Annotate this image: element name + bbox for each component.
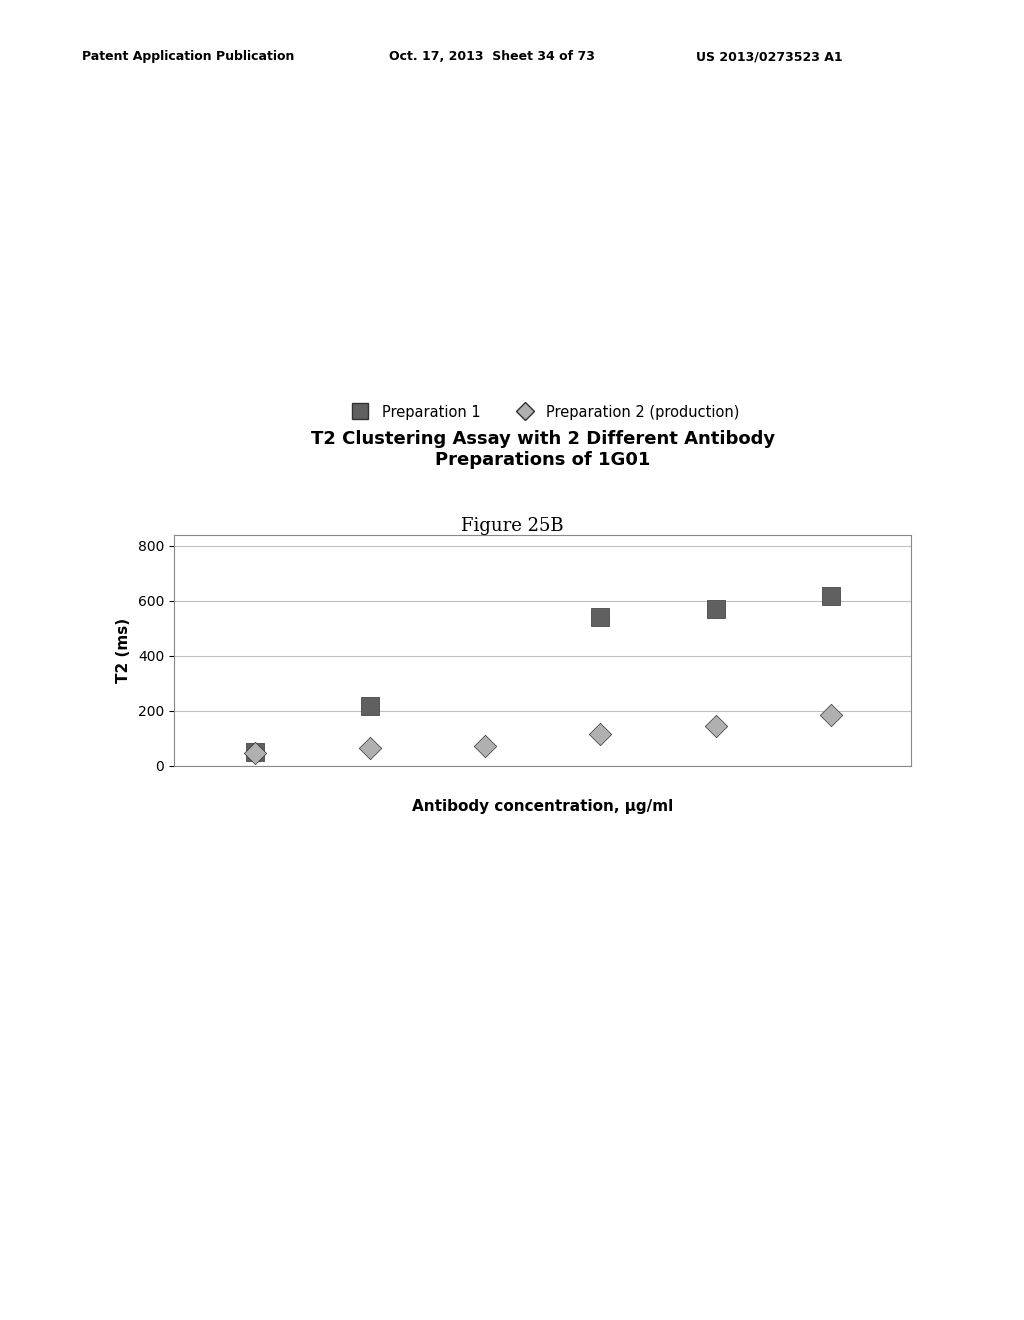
Point: [592, 607, 608, 628]
Text: Figure 25B: Figure 25B: [461, 516, 563, 535]
Text: T2 Clustering Assay with 2 Different Antibody
Preparations of 1G01: T2 Clustering Assay with 2 Different Ant…: [310, 430, 775, 469]
Point: [708, 715, 724, 737]
Y-axis label: T2 (ms): T2 (ms): [116, 618, 131, 682]
Point: [592, 723, 608, 744]
Point: [247, 742, 263, 763]
Point: [477, 735, 494, 756]
Text: Antibody concentration, μg/ml: Antibody concentration, μg/ml: [412, 799, 674, 813]
Point: [361, 737, 378, 758]
Point: [822, 704, 839, 725]
Point: [822, 586, 839, 607]
Point: [708, 598, 724, 619]
Point: [247, 743, 263, 764]
Text: Patent Application Publication: Patent Application Publication: [82, 50, 294, 63]
Point: [361, 696, 378, 717]
Legend: Preparation 1, Preparation 2 (production): Preparation 1, Preparation 2 (production…: [340, 399, 745, 425]
Text: US 2013/0273523 A1: US 2013/0273523 A1: [696, 50, 843, 63]
Text: Oct. 17, 2013  Sheet 34 of 73: Oct. 17, 2013 Sheet 34 of 73: [389, 50, 595, 63]
